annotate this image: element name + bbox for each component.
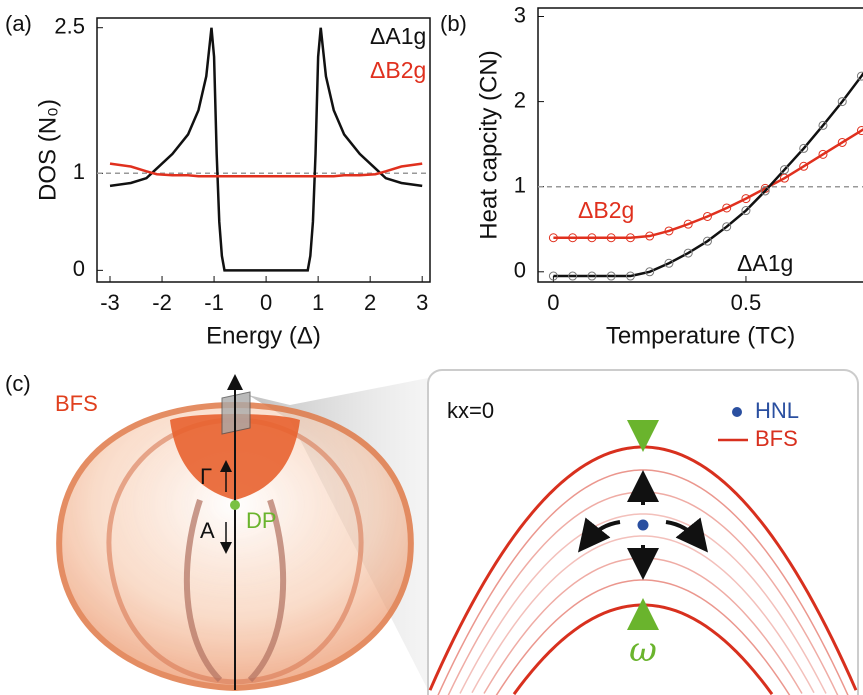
y-axis-label: Heat capcity (CN) xyxy=(475,50,502,239)
y-tick-label: 3 xyxy=(514,2,526,27)
data-point xyxy=(664,258,674,268)
arrow xyxy=(665,517,708,553)
data-point xyxy=(548,271,558,281)
data-point xyxy=(702,236,712,246)
y-tick-label: 0 xyxy=(514,258,526,283)
data-point xyxy=(664,226,674,236)
x-tick-label: 0 xyxy=(260,290,272,315)
data-point xyxy=(683,248,693,258)
data-point xyxy=(625,233,635,243)
band xyxy=(459,513,827,694)
series-line xyxy=(553,128,863,240)
data-point xyxy=(741,194,751,204)
panel-label: (c) xyxy=(5,371,31,396)
x-tick-label: 1 xyxy=(312,290,324,315)
plot-frame xyxy=(96,17,431,283)
x-tick-label: 0 xyxy=(547,290,559,315)
band xyxy=(495,579,791,695)
legend-label: ΔA1g xyxy=(737,250,793,276)
data-point xyxy=(548,233,558,243)
data-point xyxy=(568,271,578,281)
nodal-point xyxy=(637,519,649,531)
legend-label: BFS xyxy=(755,426,798,451)
data-point xyxy=(799,143,809,153)
omega-label: ω xyxy=(629,630,657,670)
x-axis-label: Energy (Δ) xyxy=(206,322,321,349)
x-tick-label: 3 xyxy=(416,290,428,315)
inset-title: kx=0 xyxy=(447,398,494,423)
panel-label: (a) xyxy=(5,11,32,36)
legend-label: ΔA1g xyxy=(370,23,426,49)
data-point xyxy=(606,233,616,243)
data-point xyxy=(760,186,770,196)
legend-label: ΔB2g xyxy=(578,197,634,223)
a-label: A xyxy=(200,518,215,543)
x-tick-label: 2 xyxy=(364,290,376,315)
legend-dot xyxy=(732,407,742,417)
inset xyxy=(427,369,859,695)
x-tick-label: -3 xyxy=(100,290,120,315)
data-point xyxy=(606,271,616,281)
x-axis-label: Temperature (TC) xyxy=(606,322,795,349)
band xyxy=(471,535,815,694)
data-point xyxy=(856,126,863,136)
data-point xyxy=(702,211,712,221)
data-point xyxy=(568,233,578,243)
data-point xyxy=(779,173,789,183)
arrow xyxy=(578,517,621,553)
y-tick-label: 2.5 xyxy=(54,14,85,39)
data-point xyxy=(799,161,809,171)
dirac-point xyxy=(230,500,240,510)
data-point xyxy=(683,219,693,229)
data-point xyxy=(741,206,751,216)
data-point xyxy=(837,137,847,147)
data-point xyxy=(856,71,863,81)
y-tick-label: 1 xyxy=(73,159,85,184)
diagram: (c) BFS Γ A DP kx=0 HNL BFS ω xyxy=(5,369,859,695)
y-axis-label: DOS (N₀) xyxy=(34,99,61,201)
y-tick-label: 1 xyxy=(514,173,526,198)
legend-label: ΔB2g xyxy=(370,57,426,83)
plot-frame xyxy=(537,7,863,283)
data-point xyxy=(645,267,655,277)
data-point xyxy=(587,233,597,243)
fermi-surface-neck xyxy=(183,499,287,683)
legend-label: HNL xyxy=(755,398,799,423)
data-point xyxy=(587,271,597,281)
series-line xyxy=(553,71,863,278)
gamma-label: Γ xyxy=(200,464,212,489)
y-tick-label: 0 xyxy=(73,256,85,281)
data-point xyxy=(818,120,828,130)
y-tick-label: 2 xyxy=(514,87,526,112)
data-point xyxy=(645,231,655,241)
x-tick-label: -2 xyxy=(152,290,172,315)
charts: (a) -3 -2 -1 0 1 2 3 0 1 2.5 Energy (Δ) DOS (N₀) ΔA1g… xyxy=(5,2,863,349)
data-point xyxy=(625,271,635,281)
zoom-shade xyxy=(248,378,428,690)
data-point xyxy=(722,222,732,232)
x-tick-label: 0.5 xyxy=(731,290,762,315)
data-point xyxy=(722,203,732,213)
panel-label: (b) xyxy=(440,11,467,36)
data-point xyxy=(818,149,828,159)
series-line xyxy=(109,162,423,178)
data-point xyxy=(779,165,789,175)
surface-label: BFS xyxy=(55,391,98,416)
x-tick-label: -1 xyxy=(204,290,224,315)
point-label: DP xyxy=(246,508,277,533)
series-line xyxy=(109,27,423,272)
data-point xyxy=(837,97,847,107)
